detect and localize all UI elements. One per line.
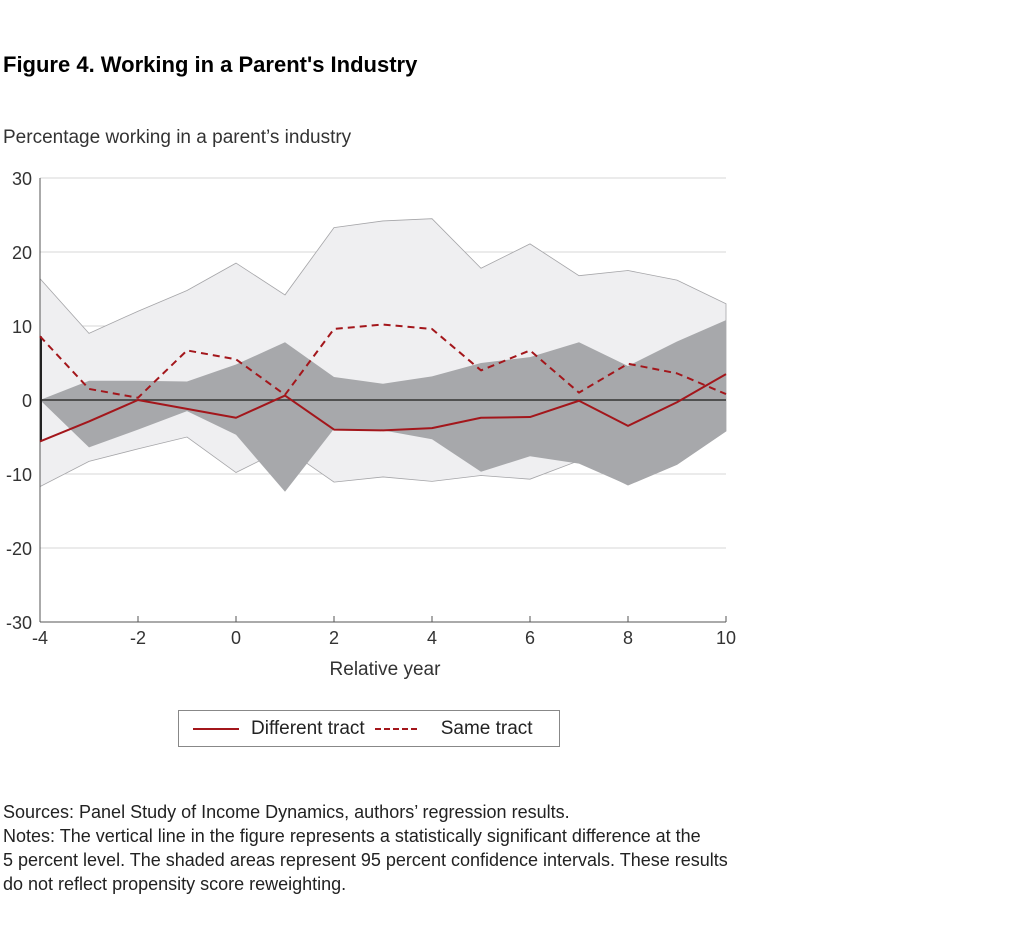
y-tick-label: 20 xyxy=(12,243,32,263)
notes: Sources: Panel Study of Income Dynamics,… xyxy=(3,800,728,896)
y-axis-caption: Percentage working in a parent’s industr… xyxy=(3,127,352,148)
x-tick-label: 6 xyxy=(525,628,535,648)
x-tick-label: 2 xyxy=(329,628,339,648)
x-axis-caption: Relative year xyxy=(329,659,441,680)
ci-band-different-tract xyxy=(40,320,726,492)
legend: Different tract Same tract xyxy=(178,710,560,747)
legend-swatch-different xyxy=(193,727,239,730)
y-tick-label: 30 xyxy=(12,169,32,189)
legend-label-same: Same tract xyxy=(440,717,533,739)
x-tick-label: 10 xyxy=(716,628,736,648)
x-tick-label: -2 xyxy=(130,628,146,648)
notes-line-2: 5 percent level. The shaded areas repres… xyxy=(3,850,728,870)
y-tick-label: -20 xyxy=(6,539,32,559)
series-line-different-tract xyxy=(39,373,727,443)
x-tick-label: 4 xyxy=(427,628,437,648)
x-tick-label: 0 xyxy=(231,628,241,648)
y-tick-label: -10 xyxy=(6,465,32,485)
confidence-bands xyxy=(39,218,727,492)
notes-line-1: Notes: The vertical line in the figure r… xyxy=(3,826,701,846)
y-tick-label: -30 xyxy=(6,613,32,633)
series-line-same-tract xyxy=(39,323,727,399)
notes-line-3: do not reflect propensity score reweight… xyxy=(3,874,347,894)
y-tick-label: 10 xyxy=(12,317,32,337)
legend-swatch-same xyxy=(374,727,417,730)
legend-label-different: Different tract xyxy=(251,717,365,739)
y-tick-label: 0 xyxy=(22,391,32,411)
series-lines xyxy=(39,323,727,443)
sources-note: Sources: Panel Study of Income Dynamics,… xyxy=(3,802,570,822)
x-tick-label: -4 xyxy=(32,628,48,648)
x-tick-label: 8 xyxy=(623,628,633,648)
figure-title: Figure 4. Working in a Parent's Industry xyxy=(3,52,418,77)
